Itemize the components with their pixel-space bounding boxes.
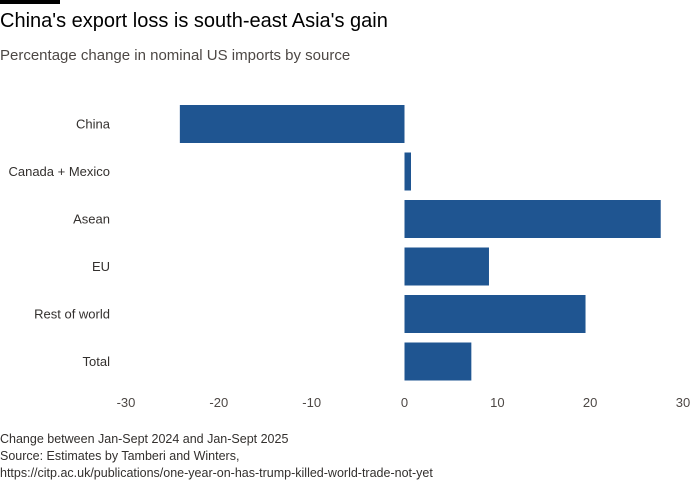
bar-eu [404, 247, 489, 286]
footer-note: Change between Jan-Sept 2024 and Jan-Sep… [0, 432, 289, 446]
footer-url: https://citp.ac.uk/publications/one-year… [0, 466, 433, 480]
category-label: Rest of world [34, 307, 110, 322]
category-label: Total [83, 354, 111, 369]
bar-canada-mexico [404, 152, 411, 191]
x-tick-label: 30 [676, 395, 690, 410]
bar-china [179, 105, 405, 143]
category-label: China [76, 117, 111, 132]
footer-source: Source: Estimates by Tamberi and Winters… [0, 449, 240, 463]
chart-subtitle: Percentage change in nominal US imports … [0, 47, 351, 64]
category-label: Asean [73, 212, 110, 227]
chart-footer: Change between Jan-Sept 2024 and Jan-Sep… [0, 431, 433, 482]
bar-asean [404, 200, 661, 238]
brand-accent-bar [0, 0, 60, 4]
x-tick-label: -30 [117, 395, 136, 410]
x-tick-label: 0 [401, 395, 408, 410]
category-label: Canada + Mexico [8, 164, 110, 179]
chart-title: China's export loss is south-east Asia's… [0, 10, 388, 32]
x-tick-label: -10 [302, 395, 321, 410]
x-tick-label: -20 [209, 395, 228, 410]
x-tick-label: 20 [583, 395, 597, 410]
category-label: EU [92, 259, 110, 274]
bar-total [404, 342, 472, 381]
bar-rest-of-world [404, 295, 586, 333]
bar-chart: China Canada + Mexico Asean EU Rest of world… [8, 105, 690, 410]
x-tick-label: 10 [490, 395, 504, 410]
